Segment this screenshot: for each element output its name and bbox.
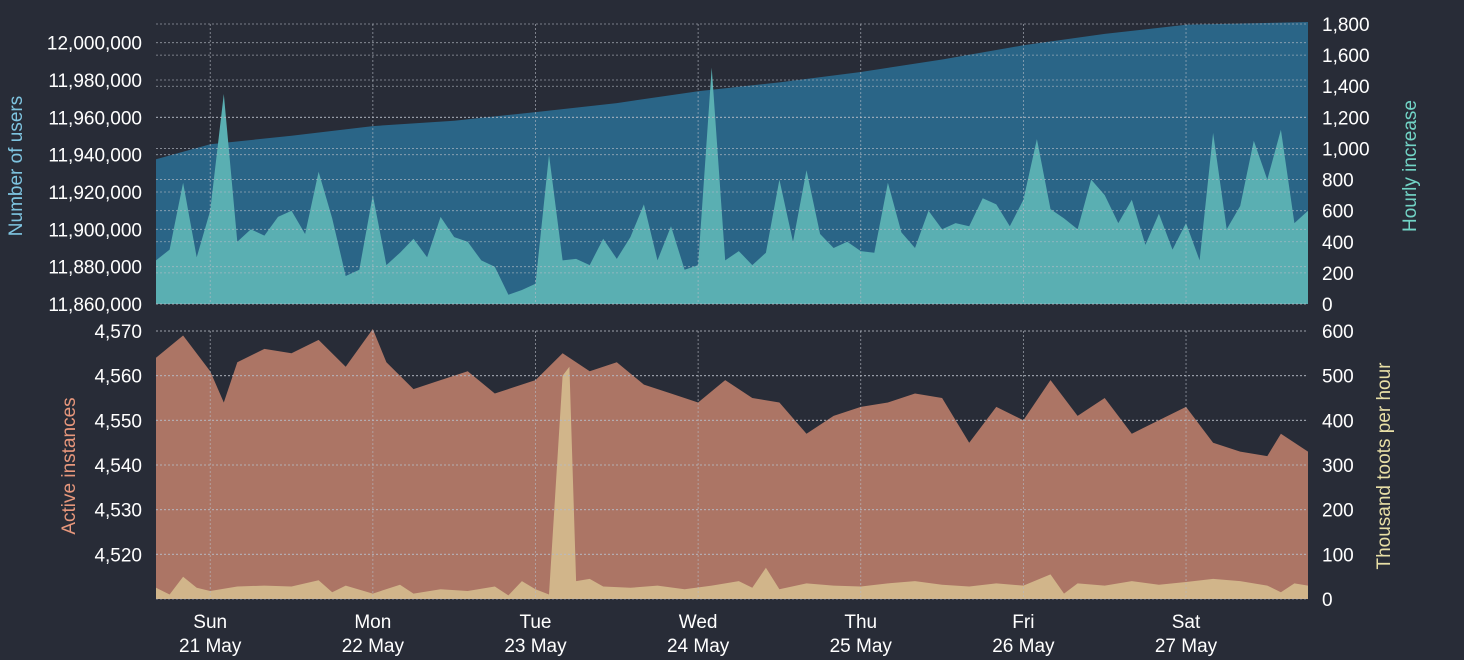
instances-area (156, 329, 1308, 599)
bottom-panel: 4,520 4,530 4,540 4,550 4,560 4,570 0 100 200 30… (59, 322, 1395, 611)
x-tick-day: Tue (519, 612, 551, 633)
left-tick-label: 4,550 (94, 411, 142, 432)
right-tick-label: 800 (1322, 171, 1354, 192)
hourly-area (156, 67, 1308, 304)
x-tick-day: Fri (1012, 612, 1034, 633)
bottom-right-axis-ticks: 0 100 200 300 400 500 600 (1322, 322, 1354, 611)
left-tick-label: 4,530 (94, 501, 142, 522)
hourly-area-layer (156, 67, 1308, 304)
right-tick-label: 500 (1322, 367, 1354, 388)
right-tick-label: 1,000 (1322, 139, 1370, 160)
right-tick-label: 200 (1322, 264, 1354, 285)
right-tick-label: 0 (1322, 590, 1333, 611)
x-tick-date: 23 May (504, 636, 567, 657)
x-axis-ticks: Sun 21 May Mon 22 May Tue 23 May Wed 24 May Thu 2… (179, 612, 1218, 657)
left-tick-label: 11,900,000 (48, 220, 142, 241)
x-tick-date: 27 May (1155, 636, 1218, 657)
right-tick-label: 100 (1322, 545, 1354, 566)
left-tick-label: 4,540 (94, 456, 142, 477)
top-left-axis-ticks: 11,860,000 11,880,000 11,900,000 11,920,000… (47, 34, 142, 316)
top-panel: 11,860,000 11,880,000 11,900,000 11,920,000… (6, 15, 1421, 316)
x-tick-day: Mon (354, 612, 391, 633)
right-tick-label: 600 (1322, 322, 1354, 343)
right-tick-label: 1,800 (1322, 15, 1370, 36)
top-grid (156, 23, 1308, 305)
left-tick-label: 11,960,000 (48, 108, 142, 129)
hourly-axis-label: Hourly increase (1400, 100, 1421, 232)
x-tick-day: Thu (844, 612, 877, 633)
left-tick-label: 4,560 (94, 367, 142, 388)
left-tick-label: 12,000,000 (47, 34, 142, 55)
right-tick-label: 200 (1322, 501, 1354, 522)
top-right-axis-ticks: 0 200 400 600 800 1,000 1,200 1,400 1,600 1,800 (1322, 15, 1370, 316)
right-tick-label: 400 (1322, 411, 1354, 432)
left-tick-label: 11,880,000 (48, 258, 142, 279)
instances-axis-label: Active instances (59, 397, 80, 534)
x-tick-date: 26 May (992, 636, 1055, 657)
right-tick-label: 0 (1322, 295, 1333, 316)
x-tick-date: 22 May (342, 636, 405, 657)
right-tick-label: 1,200 (1322, 108, 1370, 129)
left-tick-label: 4,520 (94, 545, 142, 566)
toots-axis-label: Thousand toots per hour (1374, 362, 1395, 570)
right-tick-label: 600 (1322, 202, 1354, 223)
x-tick-day: Sun (193, 612, 227, 633)
x-tick-day: Sat (1172, 612, 1201, 633)
left-tick-label: 11,920,000 (48, 183, 142, 204)
left-tick-label: 11,860,000 (48, 295, 142, 316)
x-tick-day: Wed (679, 612, 718, 633)
right-tick-label: 400 (1322, 233, 1354, 254)
right-tick-label: 1,600 (1322, 46, 1370, 67)
left-tick-label: 11,940,000 (48, 146, 142, 167)
bottom-left-axis-ticks: 4,520 4,530 4,540 4,550 4,560 4,570 (94, 322, 142, 566)
left-tick-label: 11,980,000 (48, 71, 142, 92)
left-tick-label: 4,570 (94, 322, 142, 343)
users-axis-label: Number of users (6, 96, 27, 236)
bottom-grid (156, 330, 1308, 600)
right-tick-label: 300 (1322, 456, 1354, 477)
instances-area-layer (156, 329, 1308, 599)
x-tick-date: 24 May (667, 636, 730, 657)
x-tick-date: 25 May (830, 636, 893, 657)
right-tick-label: 1,400 (1322, 77, 1370, 98)
x-tick-date: 21 May (179, 636, 242, 657)
